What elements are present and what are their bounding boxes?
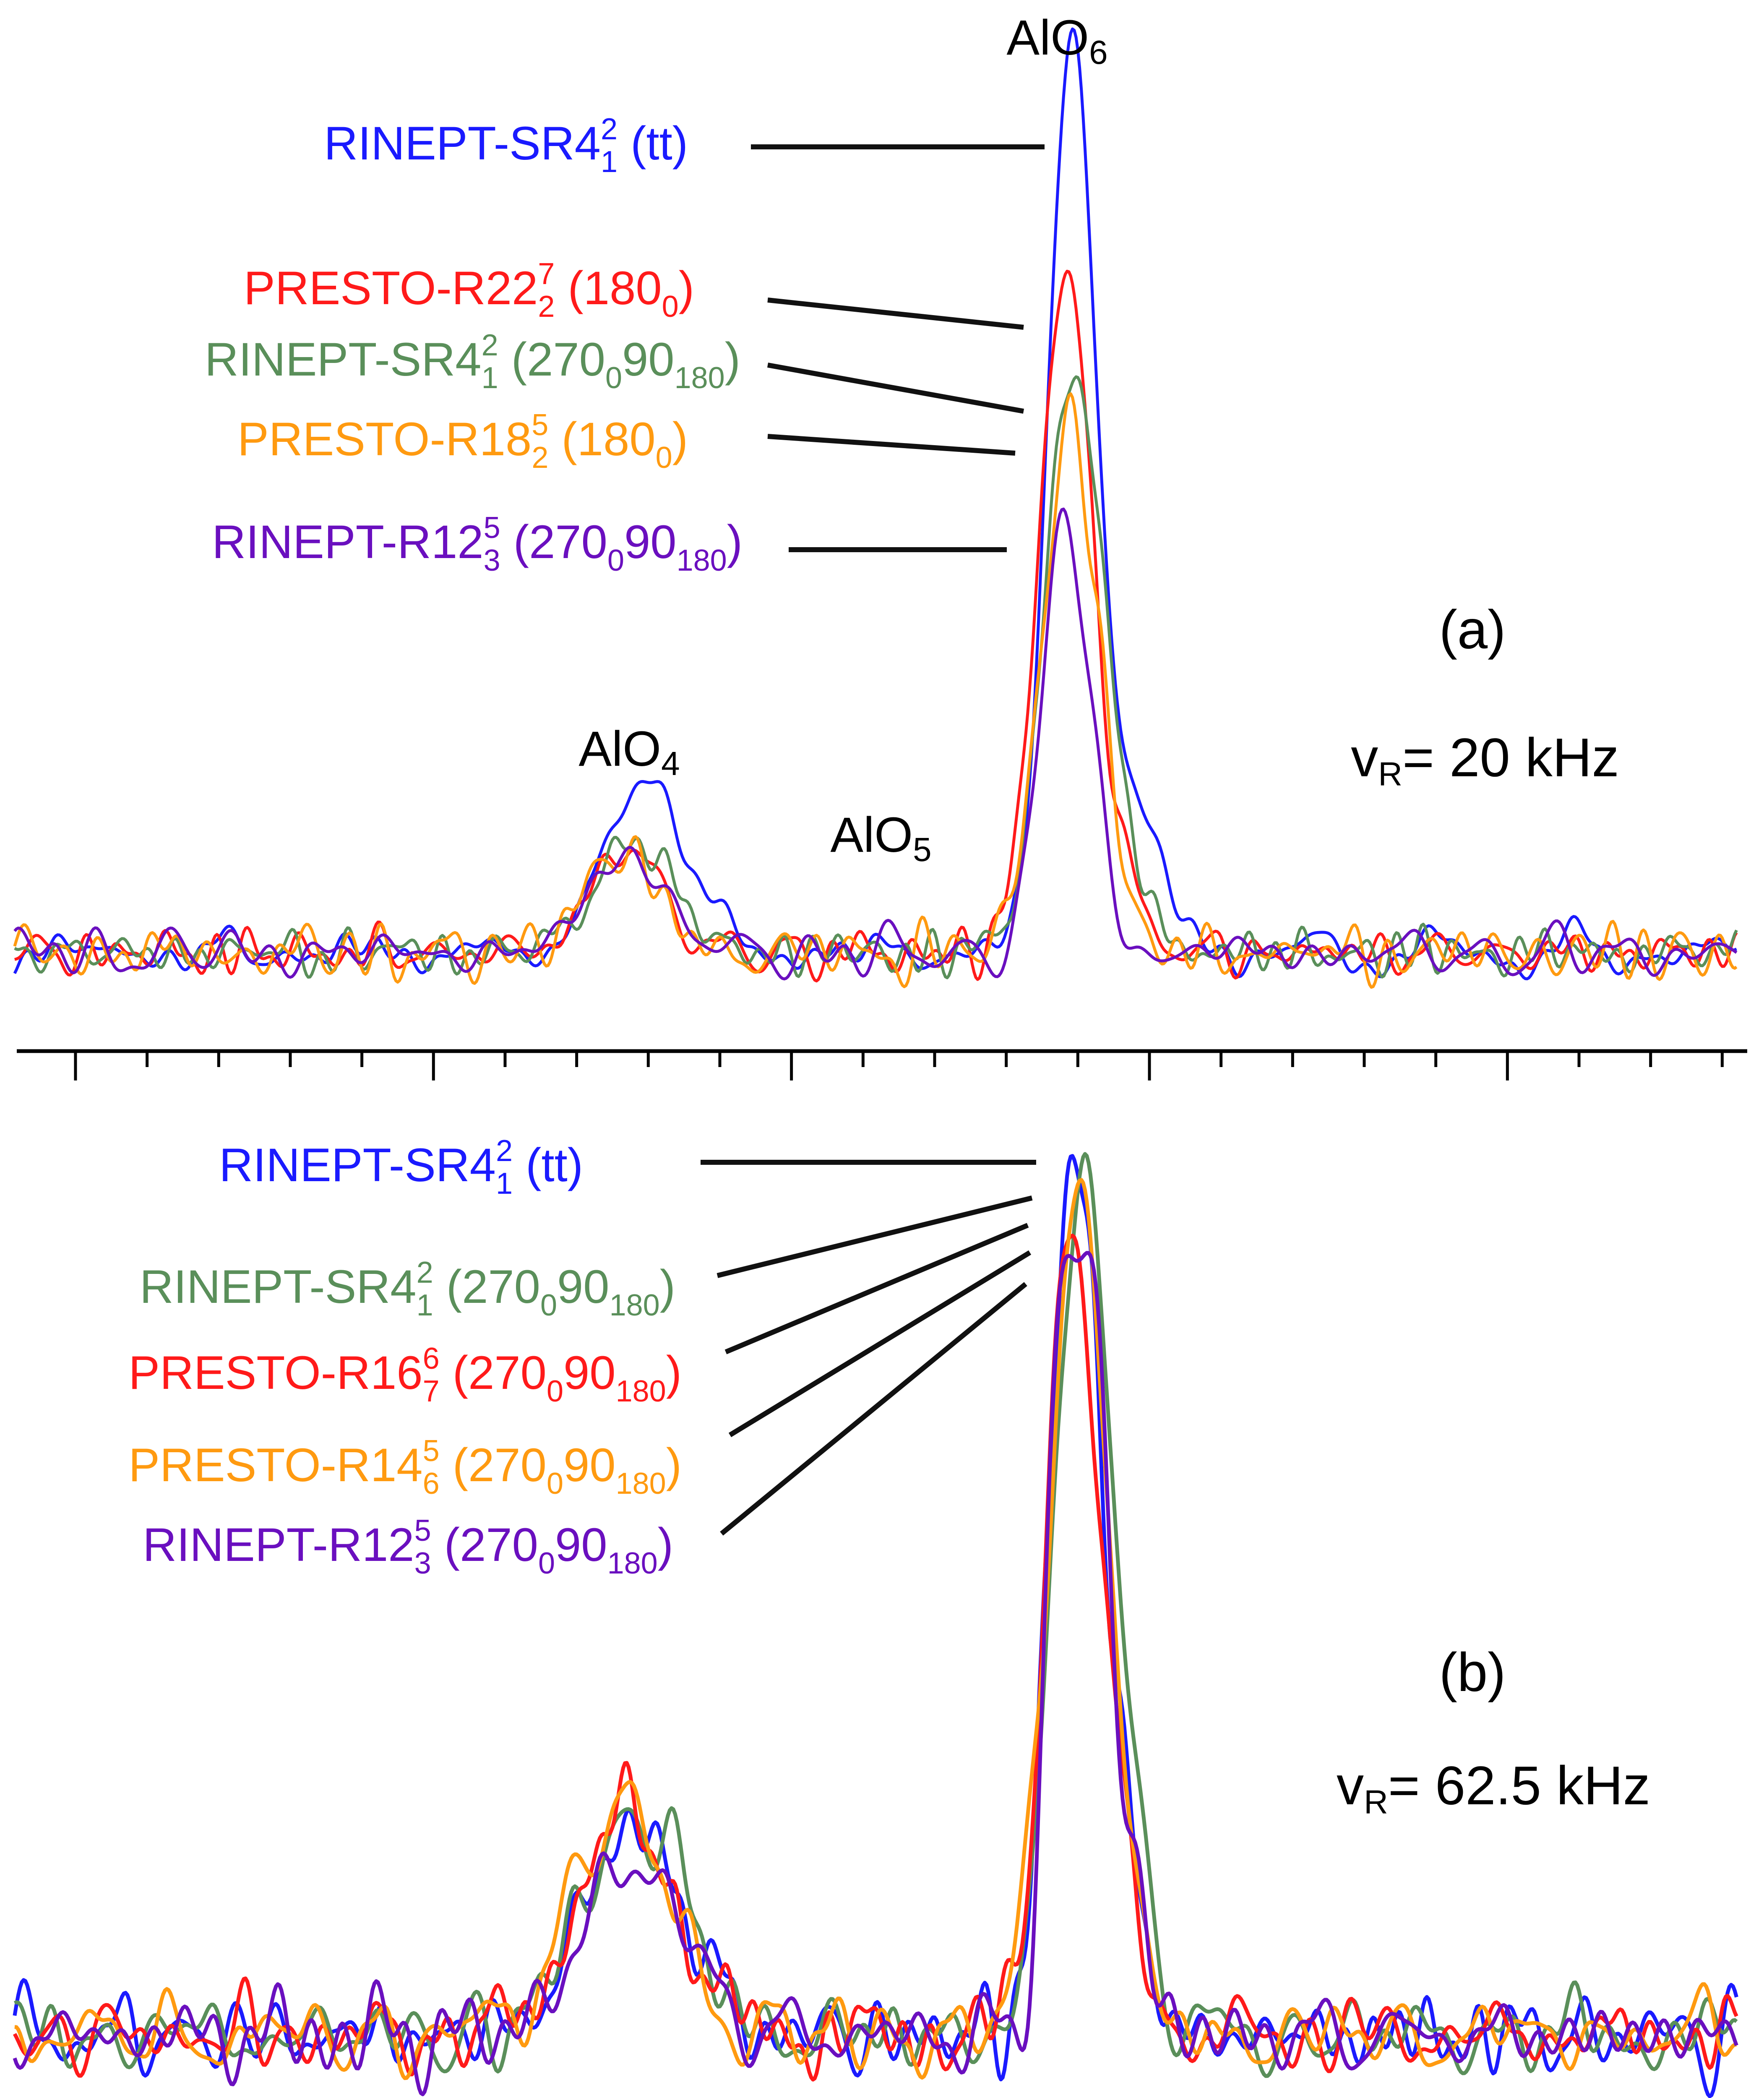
legend-leader-line-2	[717, 1195, 1033, 1278]
legend-label-2: PRESTO-R227 2 (1800)	[244, 257, 694, 324]
legend-leader-line-5	[720, 1282, 1027, 1536]
legend-leader-line-3	[767, 363, 1024, 414]
panel-b-spectra	[13, 1152, 1738, 2098]
spectrum-line-2	[13, 1152, 1738, 2078]
legend-leader-line-4	[767, 434, 1016, 456]
peak-label-alo5: AlO5	[830, 807, 931, 868]
peak-label-alo6: AlO6	[1006, 10, 1107, 71]
legend-label-5: RINEPT-R125 3 (270090180)	[143, 1514, 673, 1580]
legend-leader-line-3	[724, 1223, 1029, 1354]
panel-a: RINEPT-SR42 1 (tt)PRESTO-R227 2 (1800)RINE…	[13, 10, 1747, 1080]
spectrum-line-4	[14, 1178, 1737, 2080]
legend-label-1: RINEPT-SR42 1 (tt)	[324, 112, 688, 179]
spectrum-line-3	[14, 375, 1738, 979]
spectrum-line-4	[13, 392, 1738, 989]
spectrum-line-5	[13, 507, 1738, 981]
legend-label-5: RINEPT-R125 3 (270090180)	[212, 511, 743, 577]
panel-b-legend: RINEPT-SR42 1 (tt) RINEPT-SR42 1 (270090180…	[128, 1134, 1036, 1580]
legend-label-4: PRESTO-R185 2 (1800)	[237, 408, 688, 475]
legend-label-1: RINEPT-SR42 1 (tt)	[219, 1134, 583, 1200]
spectrum-line-5	[13, 1251, 1738, 2096]
panel-a-spectra	[13, 27, 1738, 989]
panel-a-x-axis	[17, 1049, 1747, 1080]
panel-a-tag: (a)	[1439, 599, 1506, 660]
panel-b-tag: (b)	[1439, 1641, 1506, 1703]
legend-leader-line-2	[767, 297, 1024, 330]
legend-label-3: PRESTO-R166 7 (270090180)	[128, 1342, 682, 1408]
panel-b: RINEPT-SR42 1 (tt) RINEPT-SR42 1 (270090180…	[13, 1134, 1738, 2098]
legend-label-3: RINEPT-SR42 1 (270090180)	[205, 329, 740, 395]
panel-b-spin-rate: vR= 62.5 kHz	[1337, 1755, 1650, 1821]
panel-a-legend: RINEPT-SR42 1 (tt)PRESTO-R227 2 (1800)RINE…	[205, 112, 1045, 577]
peak-label-alo4: AlO4	[578, 721, 680, 782]
legend-label-4: PRESTO-R145 6 (270090180)	[128, 1434, 682, 1500]
legend-label-2: RINEPT-SR42 1 (270090180)	[140, 1256, 675, 1322]
legend-leader-line-4	[728, 1250, 1032, 1438]
panel-a-spin-rate: vR= 20 kHz	[1351, 727, 1619, 793]
